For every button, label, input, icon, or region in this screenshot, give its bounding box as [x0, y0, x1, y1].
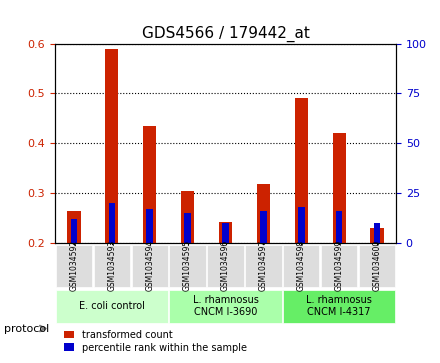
Bar: [71, 219, 77, 243]
FancyBboxPatch shape: [283, 290, 395, 323]
Bar: [333, 133, 346, 243]
Text: protocol: protocol: [4, 323, 50, 334]
FancyBboxPatch shape: [132, 245, 168, 287]
Text: L. rhamnosus
CNCM I-3690: L. rhamnosus CNCM I-3690: [193, 295, 258, 317]
Bar: [260, 211, 267, 243]
FancyBboxPatch shape: [207, 245, 244, 287]
Bar: [374, 223, 380, 243]
Text: GSM1034598: GSM1034598: [297, 240, 306, 291]
Bar: [257, 184, 270, 243]
Bar: [219, 222, 232, 243]
FancyBboxPatch shape: [169, 245, 206, 287]
Text: GSM1034592: GSM1034592: [70, 240, 78, 291]
Bar: [298, 207, 304, 243]
Bar: [67, 211, 81, 243]
Bar: [295, 98, 308, 243]
FancyBboxPatch shape: [56, 245, 92, 287]
Bar: [370, 228, 384, 243]
Text: GSM1034595: GSM1034595: [183, 240, 192, 291]
Bar: [143, 126, 156, 243]
Text: GSM1034594: GSM1034594: [145, 240, 154, 291]
Legend: transformed count, percentile rank within the sample: transformed count, percentile rank withi…: [62, 328, 249, 355]
Text: GSM1034600: GSM1034600: [373, 240, 381, 291]
FancyBboxPatch shape: [245, 245, 282, 287]
Text: L. rhamnosus
CNCM I-4317: L. rhamnosus CNCM I-4317: [306, 295, 372, 317]
Text: E. coli control: E. coli control: [79, 301, 145, 311]
Text: GSM1034593: GSM1034593: [107, 240, 116, 291]
Bar: [336, 211, 342, 243]
Bar: [222, 223, 229, 243]
Bar: [147, 209, 153, 243]
Bar: [105, 49, 118, 243]
Text: GSM1034597: GSM1034597: [259, 240, 268, 291]
Bar: [184, 213, 191, 243]
Text: GSM1034599: GSM1034599: [335, 240, 344, 291]
Bar: [181, 191, 194, 243]
FancyBboxPatch shape: [359, 245, 395, 287]
Text: GSM1034596: GSM1034596: [221, 240, 230, 291]
FancyBboxPatch shape: [94, 245, 130, 287]
FancyBboxPatch shape: [56, 290, 168, 323]
FancyBboxPatch shape: [321, 245, 357, 287]
Bar: [109, 203, 115, 243]
FancyBboxPatch shape: [283, 245, 319, 287]
FancyBboxPatch shape: [169, 290, 282, 323]
Title: GDS4566 / 179442_at: GDS4566 / 179442_at: [142, 26, 309, 42]
